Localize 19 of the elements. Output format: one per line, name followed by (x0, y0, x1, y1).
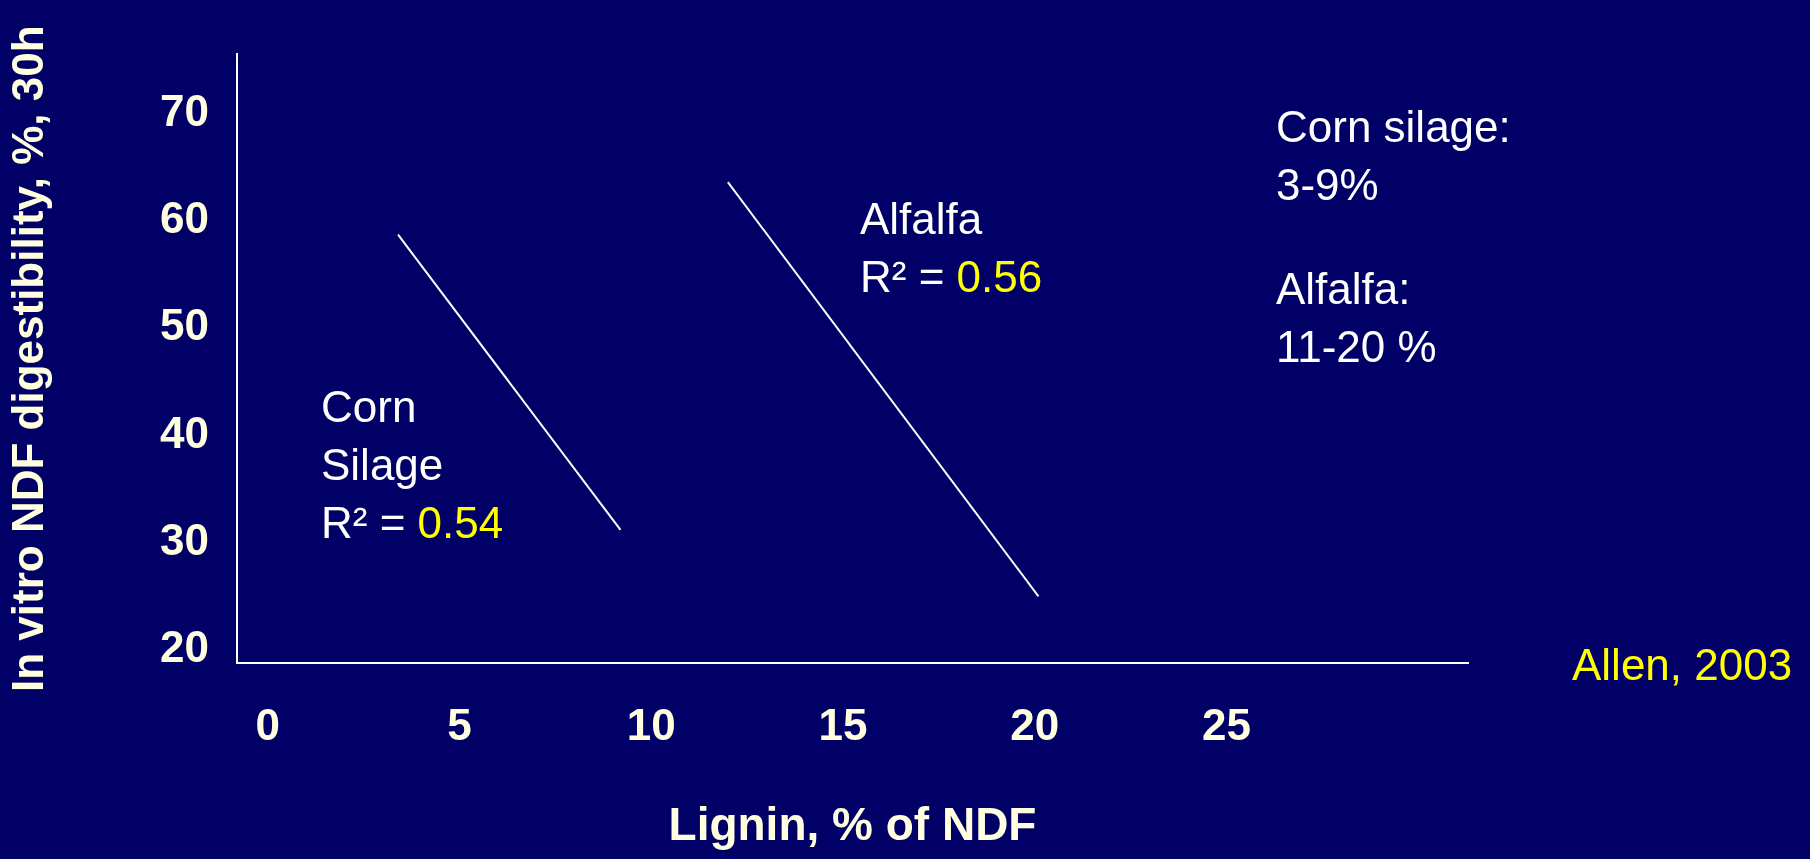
y-tick-label: 70 (160, 85, 209, 135)
annotation: Alfalfa: 11-20 % (1276, 263, 1437, 373)
annotation: Alfalfa R² = 0.56 (860, 193, 1043, 303)
annotation: Corn silage: 3-9% (1276, 101, 1511, 211)
x-tick-label: 0 (255, 699, 280, 749)
x-tick-label: 25 (1201, 699, 1251, 749)
x-tick-label: 15 (818, 699, 868, 749)
y-tick-label: 30 (160, 514, 209, 564)
x-tick-label: 5 (447, 699, 472, 749)
x-tick-label: 20 (1010, 699, 1060, 749)
y-tick-label: 40 (160, 407, 209, 457)
annotation: Corn Silage R² = 0.54 (321, 381, 504, 549)
y-axis-title: In vitro NDF digestibility, %, 30h (2, 25, 52, 692)
x-tick-label: 10 (626, 699, 676, 749)
y-tick-label: 50 (160, 300, 209, 350)
y-tick-label: 60 (160, 192, 209, 242)
x-axis-title: Lignin, % of NDF (668, 798, 1037, 851)
text: Allen, 2003 (1572, 639, 1793, 691)
y-tick-label: 20 (160, 622, 209, 672)
